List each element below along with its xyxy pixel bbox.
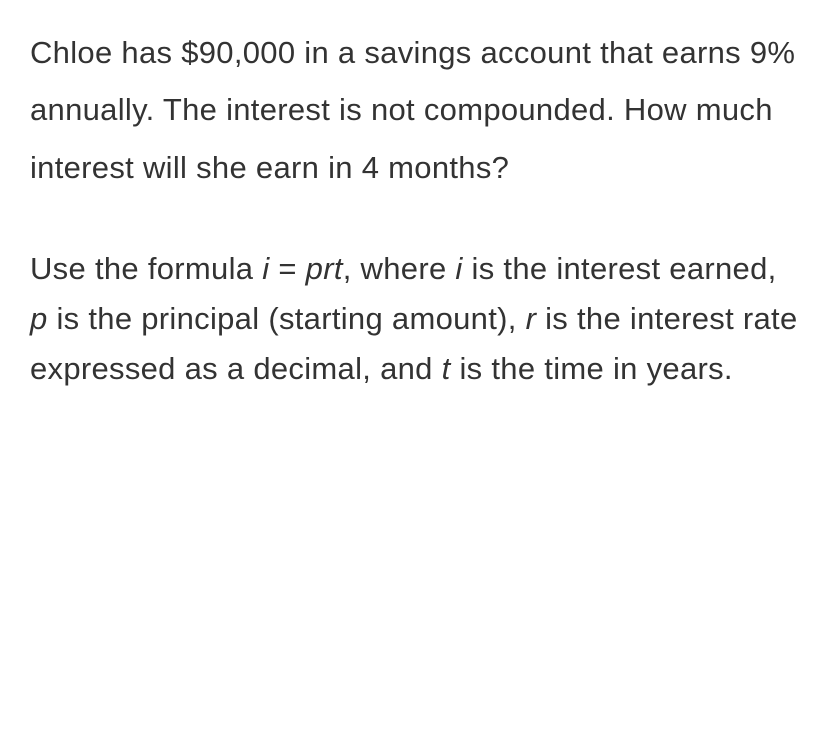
- time-def-text: is the time in years.: [451, 351, 733, 386]
- problem-question-text: Chloe has $90,000 in a savings account t…: [30, 35, 795, 185]
- where-text: , where: [343, 251, 456, 286]
- variable-prt: prt: [306, 251, 343, 286]
- problem-paragraph-2: Use the formula i = prt, where i is the …: [30, 244, 798, 395]
- problem-paragraph-1: Chloe has $90,000 in a savings account t…: [30, 24, 798, 196]
- equals-text: =: [269, 251, 305, 286]
- interest-def-text: is the interest earned,: [463, 251, 777, 286]
- variable-i-def: i: [455, 251, 462, 286]
- formula-intro: Use the formula: [30, 251, 262, 286]
- principal-def-text: is the principal (starting amount),: [48, 301, 526, 336]
- variable-t: t: [442, 351, 451, 386]
- variable-r: r: [526, 301, 537, 336]
- variable-p: p: [30, 301, 48, 336]
